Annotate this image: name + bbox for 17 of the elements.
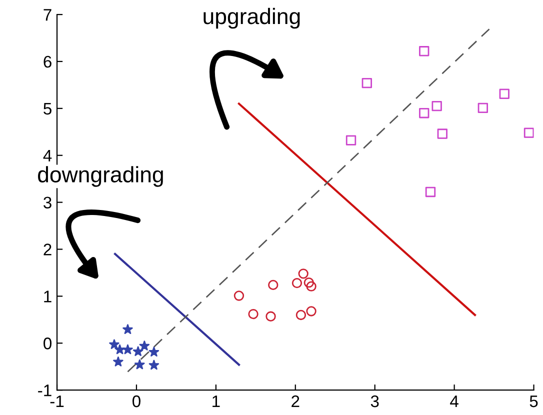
y-tick-label: 1 — [44, 290, 52, 302]
x-tick-label: 3 — [370, 395, 379, 408]
y-tick-label: 0 — [44, 338, 52, 350]
x-tick-label: 0 — [132, 395, 140, 408]
y-tick-label: 7 — [44, 9, 52, 21]
x-tick-label: 5 — [530, 396, 538, 408]
y-tick-label: 5 — [44, 102, 52, 115]
annotation: downgrading — [38, 166, 163, 187]
annotation: upgrading — [204, 8, 300, 29]
y-tick-label: 4 — [43, 150, 52, 162]
y-tick-label: 3 — [44, 196, 52, 209]
y-tick-label: -1 — [38, 384, 52, 396]
x-tick-label: 1 — [212, 396, 220, 408]
x-tick-label: 4 — [450, 396, 458, 408]
y-tick-label: 6 — [44, 56, 52, 68]
y-tick-label: 2 — [44, 244, 52, 256]
x-tick-label: 2 — [292, 395, 300, 408]
